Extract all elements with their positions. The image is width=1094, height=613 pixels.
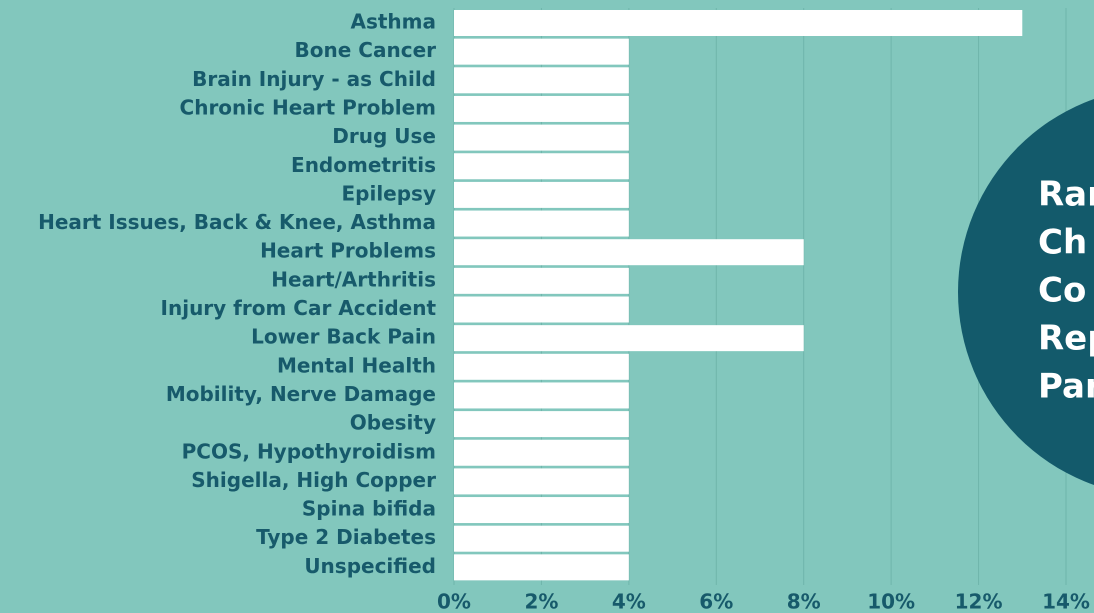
x-tick-label: 4% [612,590,646,613]
callout-line: Rep [1038,319,1094,359]
callout-circle [958,99,1094,485]
bar [454,10,1023,36]
bar [454,468,629,495]
bars [454,10,1023,581]
y-tick-label: Epilepsy [341,181,436,205]
bar [454,411,629,438]
y-tick-label: Heart Problems [260,239,436,263]
y-tick-label: Brain Injury - as Child [192,67,436,91]
x-tick-label: 12% [955,590,1003,613]
x-tick-label: 2% [524,590,558,613]
bar [454,124,629,151]
y-tick-label: Endometritis [291,153,436,177]
bar [454,382,629,409]
y-tick-label: Mobility, Nerve Damage [166,382,436,406]
y-tick-label: Spina bifida [302,497,436,521]
bar [454,325,804,352]
y-tick-label: Type 2 Diabetes [256,525,436,549]
bar [454,554,629,581]
bar [454,296,629,323]
callout-line: Par [1038,367,1094,407]
bar [454,267,629,294]
bar [454,210,629,237]
callout-line: Ran [1038,175,1094,215]
bar [454,95,629,122]
bar [454,239,804,266]
bar [454,38,629,65]
bar [454,525,629,552]
x-tick-label: 14% [1042,590,1090,613]
y-tick-label: Unspecified [304,554,436,578]
bar [454,353,629,380]
callout-line: Ch [1038,223,1087,263]
callout: Ran Ch Co Rep Par [1038,175,1094,407]
y-tick-label: Obesity [350,411,436,435]
bar [454,497,629,524]
y-tick-label: PCOS, Hypothyroidism [182,439,436,463]
x-tick-label: 10% [867,590,915,613]
y-tick-label: Heart/Arthritis [271,267,436,291]
bar [454,153,629,180]
y-tick-label: Shigella, High Copper [191,468,436,492]
y-tick-label: Lower Back Pain [251,325,436,349]
y-tick-label: Injury from Car Accident [161,296,437,320]
y-tick-label: Chronic Heart Problem [180,95,436,119]
x-tick-label: 6% [699,590,733,613]
y-tick-label: Drug Use [332,124,436,148]
x-tick-label: 8% [787,590,821,613]
y-tick-label: Asthma [350,10,436,34]
y-tick-label: Bone Cancer [295,38,437,62]
bar [454,67,629,94]
x-tick-label: 0% [437,590,471,613]
y-tick-label: Heart Issues, Back & Knee, Asthma [38,210,436,234]
bar [454,439,629,466]
bar [454,181,629,208]
callout-line: Co [1038,271,1086,311]
y-tick-label: Mental Health [277,353,436,377]
